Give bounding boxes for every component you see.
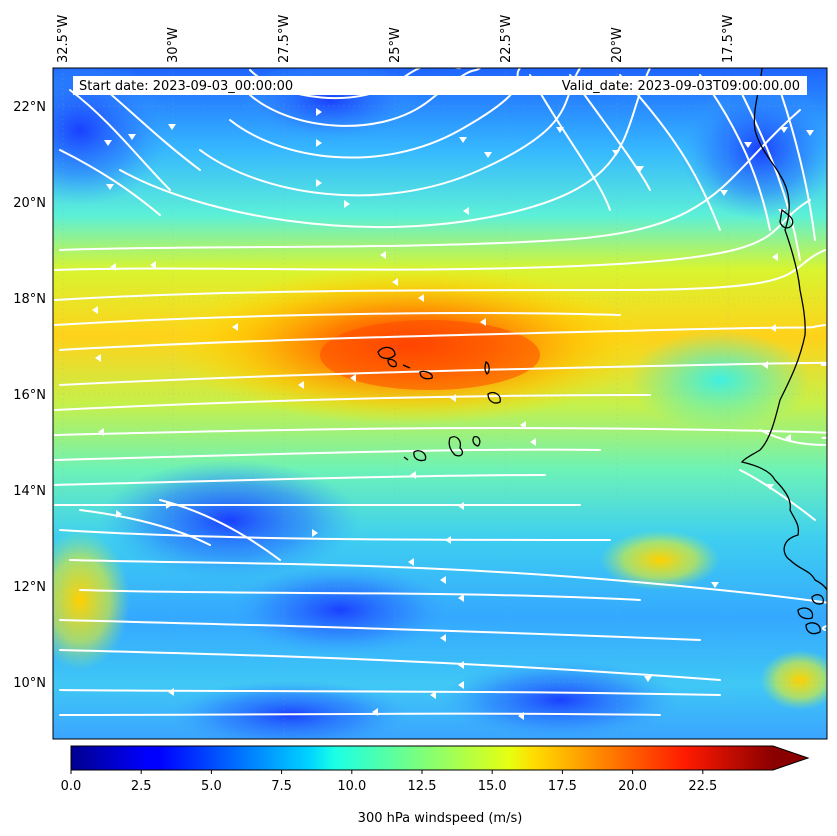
lat-tick-labels: 22°N 20°N 18°N 16°N 14°N 12°N 10°N <box>13 100 46 691</box>
map-panel <box>53 68 827 739</box>
lon-tick-label: 25°W <box>388 27 403 63</box>
colorbar-tick-label: 22.5 <box>688 779 717 794</box>
low-wind-patch <box>680 80 827 220</box>
coastline <box>740 68 827 635</box>
start-date-label: Start date: 2023-09-03_00:00:00 <box>79 79 293 94</box>
lat-tick-label: 18°N <box>13 292 46 307</box>
lat-tick-label: 10°N <box>13 676 46 691</box>
low-wind-patch <box>230 565 450 655</box>
colorbar-ramp <box>71 746 773 770</box>
high-wind-patch <box>600 530 720 590</box>
cape-verde-islands <box>377 346 501 462</box>
colorbar-tick-label: 12.5 <box>408 779 437 794</box>
lat-tick-label: 14°N <box>13 484 46 499</box>
colorbar-tick-label: 5.0 <box>201 779 222 794</box>
lat-tick-label: 16°N <box>13 388 46 403</box>
low-wind-patch <box>53 68 170 205</box>
low-wind-patch <box>100 460 360 580</box>
lon-tick-label: 30°W <box>166 27 181 63</box>
stream-arrows <box>92 108 814 720</box>
mid-wind-patch <box>630 330 810 430</box>
high-wind-patch <box>53 530 130 670</box>
low-wind-patch <box>440 660 680 739</box>
colorbar-ticks: 0.0 2.5 5.0 7.5 10.0 12.5 15.0 17.5 20.0 22.5 <box>61 770 717 794</box>
colorbar-tick-label: 17.5 <box>548 779 577 794</box>
colorbar: 0.0 2.5 5.0 7.5 10.0 12.5 15.0 17.5 20.0 22.5 300… <box>61 745 810 826</box>
lon-tick-labels: 32.5°W 30°W 27.5°W 25°W 22.5°W 20°W 17.5… <box>56 15 736 63</box>
colorbar-label: 300 hPa windspeed (m/s) <box>358 811 523 826</box>
colorbar-tick-label: 10.0 <box>337 779 366 794</box>
lon-tick-label: 32.5°W <box>56 15 71 63</box>
low-wind-patch <box>240 68 420 140</box>
colorbar-outline <box>70 745 810 771</box>
colorbar-tick-label: 2.5 <box>131 779 152 794</box>
colorbar-tick-label: 20.0 <box>618 779 647 794</box>
colorbar-tick-label: 15.0 <box>478 779 507 794</box>
info-box <box>73 76 807 95</box>
colorbar-tick-label: 0.0 <box>61 779 82 794</box>
map-frame <box>52 67 828 740</box>
lat-tick-label: 12°N <box>13 580 46 595</box>
lat-tick-label: 20°N <box>13 196 46 211</box>
colorbar-tick-label: 7.5 <box>271 779 292 794</box>
lon-tick-label: 27.5°W <box>277 15 292 63</box>
lon-tick-label: 20°W <box>610 27 625 63</box>
lat-tick-label: 22°N <box>13 100 46 115</box>
gridlines <box>53 68 827 739</box>
valid-date-label: Valid_date: 2023-09-03T09:00:00.00 <box>562 79 800 94</box>
lon-tick-label: 22.5°W <box>499 15 514 63</box>
low-wind-patch <box>170 680 410 739</box>
high-wind-patch <box>760 650 827 710</box>
lon-tick-label: 17.5°W <box>721 15 736 63</box>
colorbar-extend-arrow <box>773 746 808 770</box>
